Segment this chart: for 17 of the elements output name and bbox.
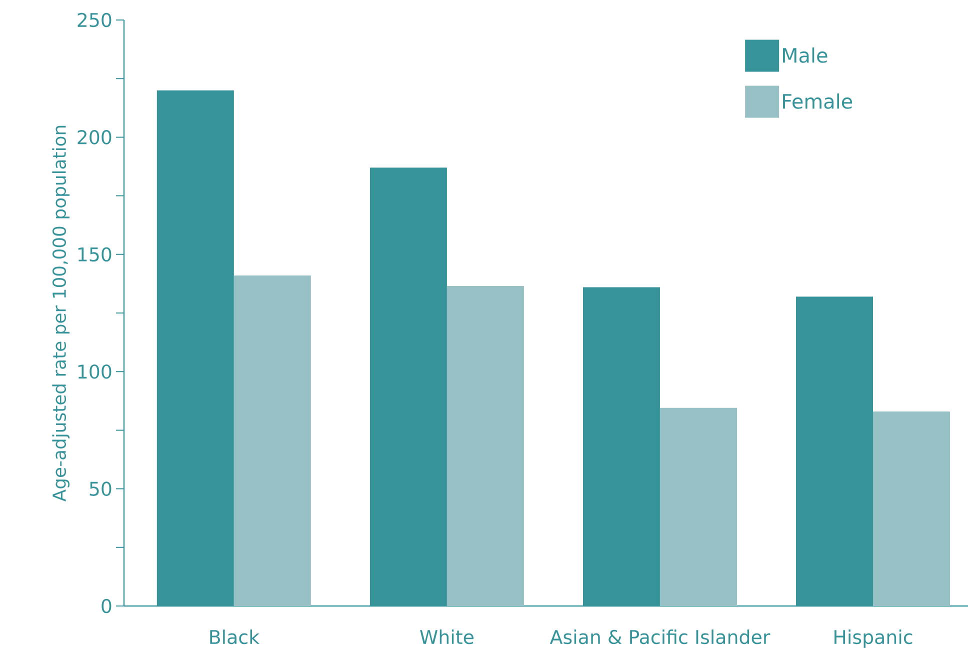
bar [234,275,311,606]
bar [873,411,950,606]
y-tick-label: 250 [78,12,112,28]
bar [660,408,737,606]
y-axis-title: Age-adjusted rate per 100,000 population [52,126,70,502]
y-tick-label: 100 [78,364,112,379]
y-tick-label: 0 [102,598,112,614]
y-tick-label: 150 [78,247,112,262]
y-tick-label: 50 [90,482,112,496]
bar [446,286,524,606]
legend-label: Female [783,93,852,109]
x-tick-label: Asian & Pacific Islander [550,630,770,644]
legend-label: Male [783,47,828,63]
x-tick-label: Hispanic [834,630,912,648]
x-tick-label: White [420,630,474,644]
y-tick-label: 200 [78,130,112,144]
x-tick-label: Black [210,630,260,644]
